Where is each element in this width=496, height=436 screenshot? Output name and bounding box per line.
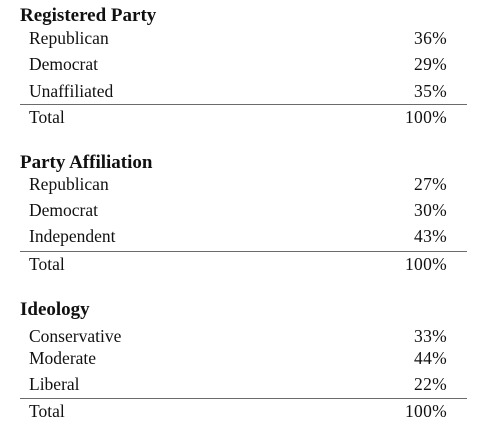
row-label: Democrat xyxy=(29,54,98,74)
ideology-table: Ideology Conservative 33% Moderate 44% L… xyxy=(20,299,470,424)
row-label: Moderate xyxy=(29,348,97,368)
total-row: Total 100% xyxy=(20,106,470,128)
table-row: Democrat 29% xyxy=(20,53,470,75)
total-divider xyxy=(20,398,467,399)
table-row: Republican 27% xyxy=(20,173,470,195)
table-row: Republican 36% xyxy=(20,27,470,49)
table-row: Moderate 44% xyxy=(20,347,470,369)
total-row: Total 100% xyxy=(20,253,470,275)
table-row: Independent 43% xyxy=(20,225,470,247)
total-label: Total xyxy=(29,254,65,274)
row-value: 30% xyxy=(414,200,447,220)
row-label: Republican xyxy=(29,28,109,48)
party-affiliation-table: Party Affiliation Republican 27% Democra… xyxy=(20,152,470,277)
row-label: Independent xyxy=(29,226,116,246)
row-value: 43% xyxy=(414,226,447,246)
row-label: Unaffiliated xyxy=(29,81,114,101)
row-value: 27% xyxy=(414,174,447,194)
row-value: 33% xyxy=(414,326,447,346)
table-row: Unaffiliated 35% xyxy=(20,80,470,102)
row-value: 29% xyxy=(414,54,447,74)
total-row: Total 100% xyxy=(20,400,470,422)
total-value: 100% xyxy=(404,107,447,127)
row-label: Democrat xyxy=(29,200,98,220)
row-label: Republican xyxy=(29,174,109,194)
row-value: 22% xyxy=(414,374,447,394)
table-row: Liberal 22% xyxy=(20,373,470,395)
row-label: Liberal xyxy=(29,374,80,394)
registered-party-table: Registered Party Republican 36% Democrat… xyxy=(20,5,470,130)
total-label: Total xyxy=(29,401,65,421)
table-row: Conservative 33% xyxy=(20,325,470,347)
row-label: Conservative xyxy=(29,326,122,346)
total-value: 100% xyxy=(404,254,447,274)
section-title: Party Affiliation xyxy=(20,152,153,173)
section-title: Ideology xyxy=(20,299,90,320)
section-title: Registered Party xyxy=(20,5,157,26)
row-value: 35% xyxy=(414,81,447,101)
table-row: Democrat 30% xyxy=(20,199,470,221)
total-label: Total xyxy=(29,107,65,127)
total-divider xyxy=(20,104,467,105)
total-divider xyxy=(20,251,467,252)
row-value: 36% xyxy=(414,28,447,48)
total-value: 100% xyxy=(404,401,447,421)
row-value: 44% xyxy=(414,348,447,368)
